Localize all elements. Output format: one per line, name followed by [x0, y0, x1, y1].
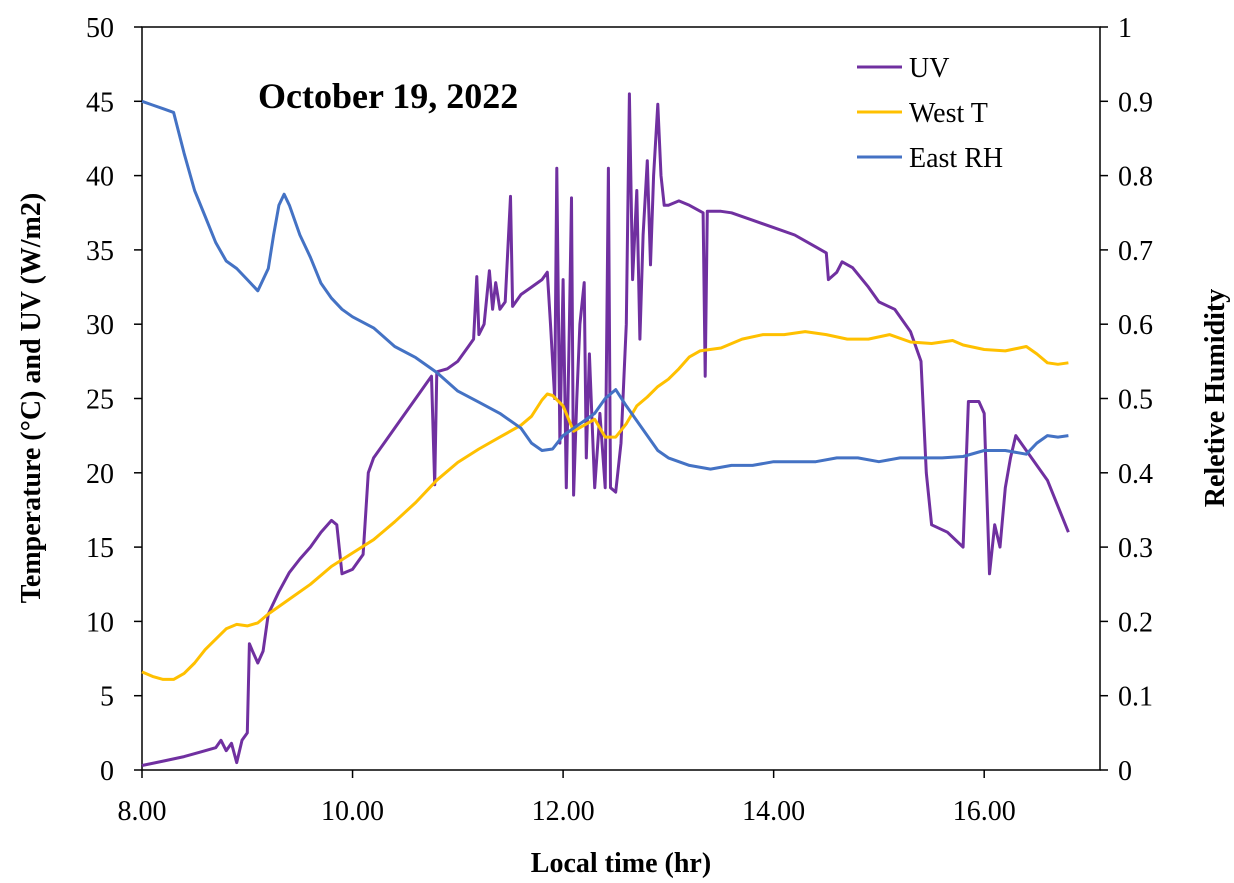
legend-label-west-t: West T — [909, 98, 988, 129]
chart-title: October 19, 2022 — [258, 76, 518, 116]
y2-tick-label: 0.9 — [1118, 87, 1153, 118]
y-tick-label: 40 — [86, 162, 114, 193]
series-line-east-rh — [141, 99, 1069, 471]
y-tick-label: 35 — [86, 236, 114, 267]
y-tick-label: 50 — [86, 13, 114, 44]
x-tick-label: 16.00 — [953, 796, 1016, 827]
series-line-west-t — [141, 330, 1069, 681]
series-layer — [141, 92, 1070, 767]
legend-label-east-rh: East RH — [909, 143, 1003, 174]
y-tick-label: 15 — [86, 533, 114, 564]
y2-tick-label: 0 — [1118, 756, 1132, 787]
y2-tick-label: 0.8 — [1118, 162, 1153, 193]
y-tick-label: 25 — [86, 385, 114, 416]
y-tick-label: 5 — [100, 682, 114, 713]
y-axis-title: Temperature (°C) and UV (W/m2) — [16, 193, 47, 603]
y-tick-label: 0 — [100, 756, 114, 787]
y-tick-label: 20 — [86, 459, 114, 490]
y-tick-label: 30 — [86, 310, 114, 341]
x-tick-label: 14.00 — [742, 796, 805, 827]
y-tick-label: 10 — [86, 607, 114, 638]
y2-tick-label: 0.4 — [1118, 459, 1153, 490]
x-tick-label: 12.00 — [532, 796, 595, 827]
axes-layer: 0 5 10 15 20 25 30 35 40 45 50 0 0.1 0.2 0.3 0.4 0.5 0.6 0… — [86, 13, 1153, 827]
y-tick-label: 45 — [86, 87, 114, 118]
y2-tick-label: 0.6 — [1118, 310, 1153, 341]
legend-label-uv: UV — [909, 53, 949, 84]
y2-axis-title: Reletive Humidity — [1200, 289, 1231, 508]
y2-tick-label: 0.2 — [1118, 607, 1153, 638]
x-axis-title: Local time (hr) — [531, 848, 711, 879]
x-tick-label: 10.00 — [321, 796, 384, 827]
y2-tick-label: 0.5 — [1118, 385, 1153, 416]
y2-tick-label: 0.3 — [1118, 533, 1153, 564]
x-tick-label: 8.00 — [118, 796, 167, 827]
y2-tick-label: 0.1 — [1118, 682, 1153, 713]
series-line-uv — [141, 92, 1070, 767]
y2-tick-label: 0.7 — [1118, 236, 1153, 267]
legend: UV West T East RH — [857, 53, 1003, 174]
y2-tick-label: 1 — [1118, 13, 1132, 44]
